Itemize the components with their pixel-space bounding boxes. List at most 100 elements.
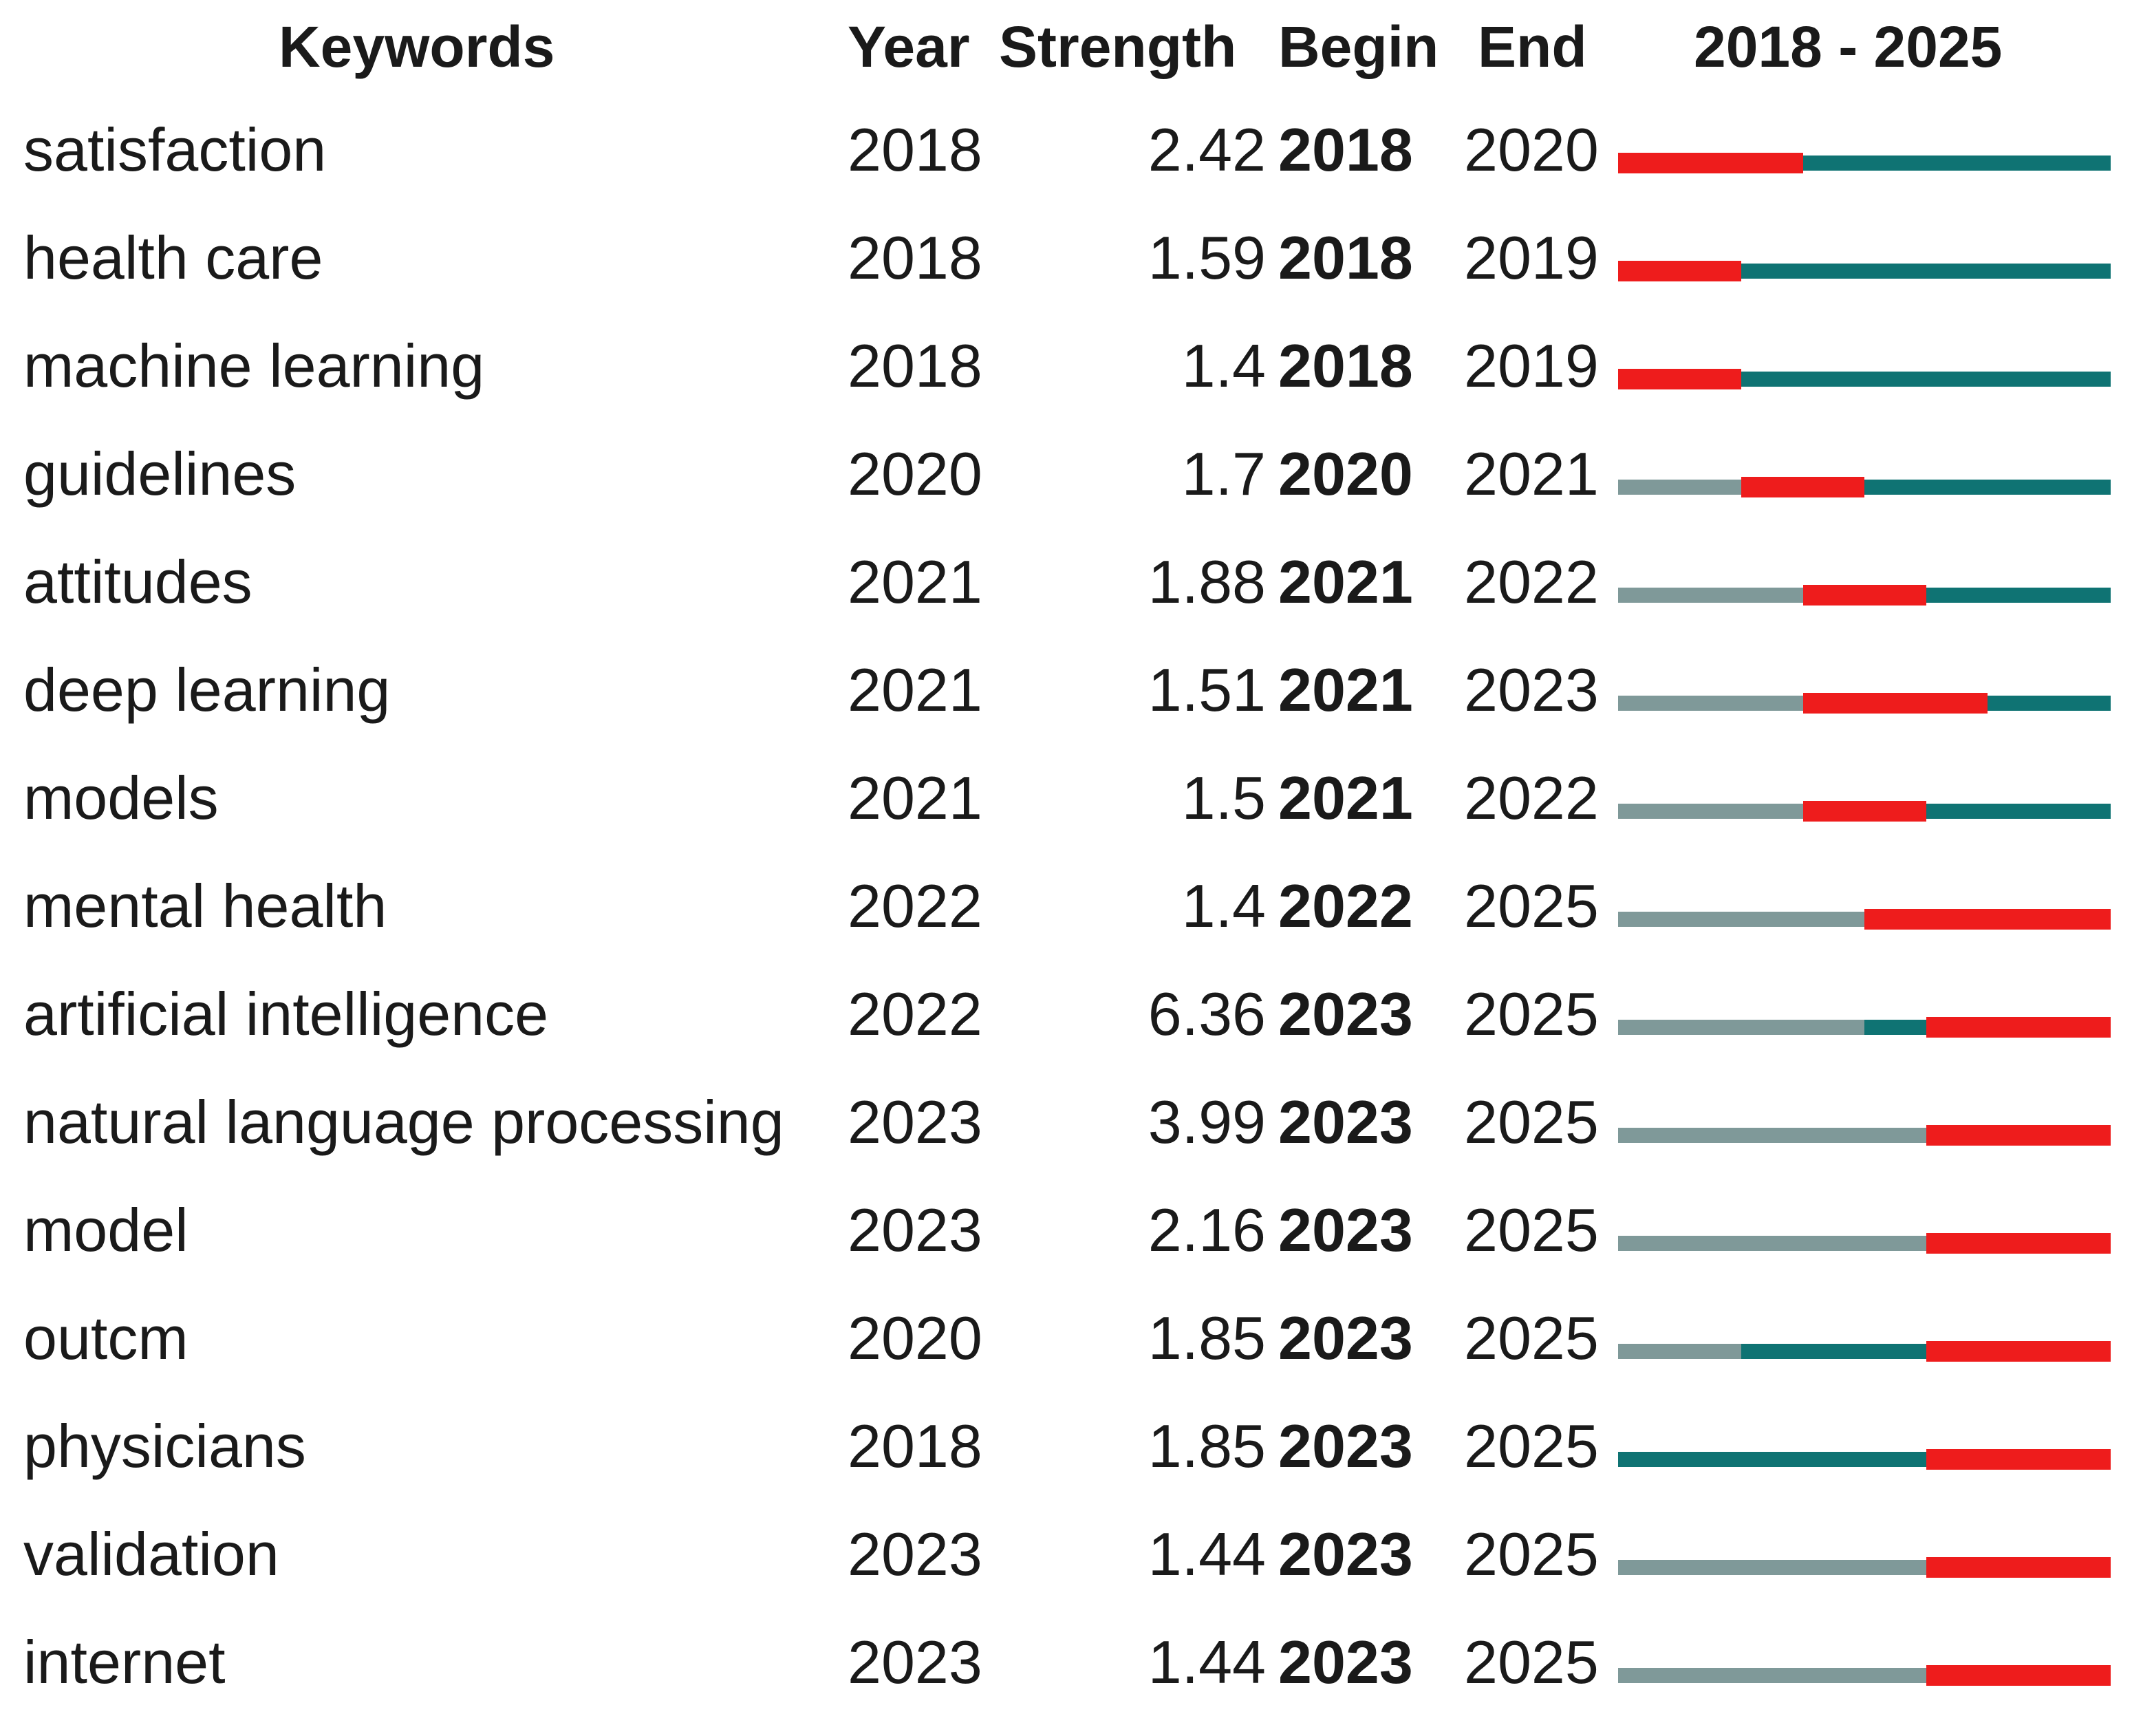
keyword-label: attitudes — [23, 548, 252, 616]
burst-bar — [1926, 1557, 2111, 1578]
table-row: validation 2023 1.44 2023 2025 — [0, 1520, 2132, 1628]
table-row: guidelines 2020 1.7 2020 2021 — [0, 440, 2132, 548]
begin-value: 2021 — [1278, 548, 1413, 616]
active-period-bar — [1864, 480, 2111, 495]
year-value: 2018 — [848, 116, 982, 184]
burst-bar — [1618, 369, 1741, 389]
end-value: 2025 — [1464, 1088, 1599, 1156]
end-value: 2021 — [1464, 440, 1599, 508]
header-strength: Strength — [999, 14, 1237, 79]
strength-value: 6.36 — [1148, 980, 1266, 1048]
inactive-period-bar — [1618, 696, 1803, 711]
begin-value: 2023 — [1278, 1304, 1413, 1372]
active-period-bar — [1741, 1344, 1926, 1359]
burst-bar — [1802, 585, 1926, 606]
strength-value: 1.85 — [1148, 1304, 1266, 1372]
begin-value: 2023 — [1278, 1628, 1413, 1696]
end-value: 2025 — [1464, 1412, 1599, 1480]
burst-bar — [1926, 1233, 2111, 1254]
inactive-period-bar — [1618, 1668, 1926, 1683]
table-row: mental health 2022 1.4 2022 2025 — [0, 872, 2132, 980]
keyword-label: outcm — [23, 1304, 189, 1372]
begin-value: 2023 — [1278, 980, 1413, 1048]
burst-bar — [1926, 1341, 2111, 1362]
inactive-period-bar — [1618, 1128, 1926, 1143]
keyword-label: validation — [23, 1520, 279, 1588]
table-row: attitudes 2021 1.88 2021 2022 — [0, 548, 2132, 656]
active-period-bar — [1618, 1452, 1926, 1467]
inactive-period-bar — [1618, 1020, 1864, 1035]
header-time-range: 2018 - 2025 — [1694, 14, 2003, 79]
end-value: 2023 — [1464, 656, 1599, 724]
header-end: End — [1478, 14, 1587, 79]
keyword-label: natural language processing — [23, 1088, 784, 1156]
end-value: 2022 — [1464, 764, 1599, 832]
table-row: natural language processing 2023 3.99 2023 2… — [0, 1088, 2132, 1196]
keyword-label: deep learning — [23, 656, 391, 724]
keyword-label: machine learning — [23, 332, 485, 400]
inactive-period-bar — [1618, 912, 1864, 927]
burst-bar — [1618, 153, 1803, 173]
burst-bar — [1926, 1665, 2111, 1686]
end-value: 2022 — [1464, 548, 1599, 616]
header-keywords: Keywords — [279, 14, 555, 79]
table-row: satisfaction 2018 2.42 2018 2020 — [0, 116, 2132, 224]
year-value: 2023 — [848, 1628, 982, 1696]
burst-bar — [1926, 1017, 2111, 1038]
keyword-label: physicians — [23, 1412, 306, 1480]
year-value: 2020 — [848, 440, 982, 508]
begin-value: 2021 — [1278, 764, 1413, 832]
inactive-period-bar — [1618, 1560, 1926, 1575]
table-row: health care 2018 1.59 2018 2019 — [0, 224, 2132, 332]
begin-value: 2022 — [1278, 872, 1413, 940]
burst-bar — [1741, 477, 1864, 497]
table-row: model 2023 2.16 2023 2025 — [0, 1196, 2132, 1304]
keyword-label: models — [23, 764, 219, 832]
active-period-bar — [1741, 372, 2111, 387]
year-value: 2023 — [848, 1196, 982, 1264]
year-value: 2021 — [848, 764, 982, 832]
active-period-bar — [1864, 1020, 1926, 1035]
end-value: 2019 — [1464, 332, 1599, 400]
strength-value: 3.99 — [1148, 1088, 1266, 1156]
active-period-bar — [1802, 156, 2111, 171]
year-value: 2023 — [848, 1520, 982, 1588]
strength-value: 1.85 — [1148, 1412, 1266, 1480]
keyword-label: health care — [23, 224, 323, 292]
strength-value: 1.4 — [1181, 332, 1266, 400]
inactive-period-bar — [1618, 480, 1741, 495]
strength-value: 1.88 — [1148, 548, 1266, 616]
begin-value: 2021 — [1278, 656, 1413, 724]
year-value: 2018 — [848, 332, 982, 400]
keyword-label: satisfaction — [23, 116, 327, 184]
burst-bar — [1926, 1125, 2111, 1146]
year-value: 2022 — [848, 872, 982, 940]
begin-value: 2018 — [1278, 332, 1413, 400]
begin-value: 2023 — [1278, 1520, 1413, 1588]
burst-bar — [1864, 909, 2111, 930]
keyword-label: artificial intelligence — [23, 980, 549, 1048]
strength-value: 1.44 — [1148, 1628, 1266, 1696]
strength-value: 2.16 — [1148, 1196, 1266, 1264]
end-value: 2025 — [1464, 872, 1599, 940]
burst-bar — [1802, 801, 1926, 822]
begin-value: 2018 — [1278, 224, 1413, 292]
keyword-label: mental health — [23, 872, 387, 940]
strength-value: 1.59 — [1148, 224, 1266, 292]
table-row: physicians 2018 1.85 2023 2025 — [0, 1412, 2132, 1520]
begin-value: 2023 — [1278, 1196, 1413, 1264]
table-row: models 2021 1.5 2021 2022 — [0, 764, 2132, 872]
end-value: 2025 — [1464, 1196, 1599, 1264]
keyword-label: guidelines — [23, 440, 297, 508]
end-value: 2025 — [1464, 1304, 1599, 1372]
end-value: 2025 — [1464, 980, 1599, 1048]
inactive-period-bar — [1618, 1236, 1926, 1251]
year-value: 2020 — [848, 1304, 982, 1372]
strength-value: 1.5 — [1181, 764, 1266, 832]
strength-value: 1.4 — [1181, 872, 1266, 940]
burst-bar — [1926, 1449, 2111, 1470]
burst-bar — [1802, 693, 1988, 714]
keyword-label: internet — [23, 1628, 226, 1696]
inactive-period-bar — [1618, 804, 1803, 819]
year-value: 2018 — [848, 1412, 982, 1480]
